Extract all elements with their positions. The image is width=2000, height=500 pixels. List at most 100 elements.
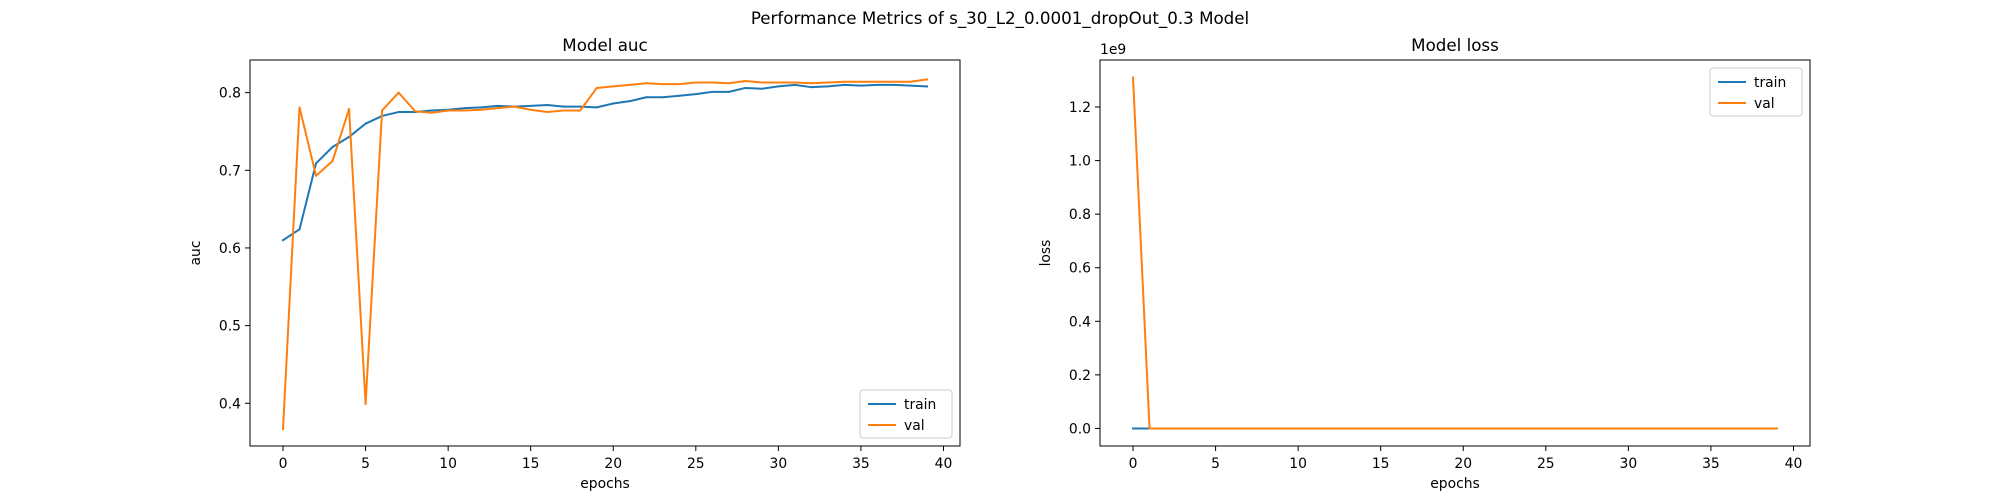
chart-0-series-train-point [892, 83, 895, 86]
chart-1-series-val-point [1363, 427, 1366, 430]
chart-0-series-val-point [331, 159, 334, 162]
chart-0-series-val-point [414, 110, 417, 113]
chart-0-series-val-point [612, 85, 615, 88]
chart-0-series-val-point [562, 109, 565, 112]
chart-loss: Model loss 0 5 10 15 20 25 30 35 40 0.0 0.2 0.4 0.6 0.… [1038, 35, 1811, 492]
chart-1-xtick-label: 5 [1211, 456, 1220, 472]
chart-0-series-train-point [744, 86, 747, 89]
chart-0-series-val-point [727, 82, 730, 85]
chart-1-series-val-point [1561, 427, 1564, 430]
chart-1-series-val-point [1330, 427, 1333, 430]
chart-auc: Model auc 0 5 10 15 20 25 30 35 40 0.4 0.5 0.6 0.7 0.8… [188, 35, 961, 492]
chart-0-series-val-point [364, 403, 367, 406]
chart-0-ytick-label: 0.5 [219, 319, 241, 335]
chart-0-series-val-point [925, 78, 928, 81]
chart-1-xtick-label: 10 [1289, 456, 1307, 472]
chart-0-series-val-point [430, 111, 433, 114]
chart-1-series-val-point [1214, 427, 1217, 430]
chart-0-series-train-point [529, 104, 532, 107]
chart-0-series-train-point [810, 86, 813, 89]
chart-1-ytick-label: 0.4 [1069, 314, 1091, 330]
chart-0-series-train-point [661, 96, 664, 99]
chart-0-series-val-point [447, 109, 450, 112]
chart-1-ytick-label: 0.6 [1069, 261, 1091, 277]
chart-1-series-val-point [1759, 427, 1762, 430]
chart-1-xtick-label: 40 [1785, 456, 1803, 472]
chart-1-series-val-point [1396, 427, 1399, 430]
chart-0-series-val-point [876, 80, 879, 83]
chart-0-series-val-point [546, 111, 549, 114]
chart-1-series-val-point [1231, 427, 1234, 430]
chart-0-series-val-point [859, 80, 862, 83]
chart-1-ytick-label: 0.8 [1069, 207, 1091, 223]
chart-0-ytick-label: 0.7 [219, 163, 241, 179]
chart-0-series-val-point [777, 81, 780, 84]
chart-0-series-train-point [397, 111, 400, 114]
chart-1-series-val-point [1181, 427, 1184, 430]
chart-0-series-train-point [628, 100, 631, 103]
chart-0-series-train-point [909, 84, 912, 87]
chart-0-series-train-point [793, 83, 796, 86]
chart-1-series-val-point [1528, 427, 1531, 430]
chart-0-series-val-point [744, 79, 747, 82]
chart-0-series-val-point [711, 81, 714, 84]
chart-1-series-val-point [1313, 427, 1316, 430]
chart-0-series-train-point [876, 83, 879, 86]
chart-0-xtick-label: 10 [439, 456, 457, 472]
chart-1-series-val-point [1264, 427, 1267, 430]
chart-1-series-val-point [1726, 427, 1729, 430]
chart-0-series-val-point [826, 81, 829, 84]
chart-1-ytick-label: 0.0 [1069, 421, 1091, 437]
chart-1-series-val-point [1198, 427, 1201, 430]
chart-1-series-train-point [1132, 427, 1135, 430]
chart-0-series-val-point [694, 81, 697, 84]
chart-0-series-val-point [579, 109, 582, 112]
chart-1-series-val-point [1693, 427, 1696, 430]
chart-0-ytick-label: 0.8 [219, 86, 241, 102]
chart-0-series-train-point [298, 228, 301, 231]
chart-1-series-val-point [1412, 427, 1415, 430]
chart-0-series-train-point [282, 239, 285, 242]
chart-0-series-train-point [727, 90, 730, 93]
chart-1-series-val-point [1627, 427, 1630, 430]
chart-0-series-train-point [348, 135, 351, 138]
chart-0-series-val-point [480, 108, 483, 111]
chart-0-series-val-point [645, 82, 648, 85]
chart-0-series-train-point [315, 162, 318, 165]
chart-0-series-train-point [612, 102, 615, 105]
chart-0-series-train-point [843, 83, 846, 86]
chart-0-series-val-point [298, 106, 301, 109]
chart-0-series-val-point [513, 105, 516, 108]
chart-0-xtick-label: 35 [852, 456, 870, 472]
chart-0-axes-frame [249, 59, 961, 447]
chart-1-axes-frame [1099, 59, 1811, 447]
chart-0-series-train-point [496, 104, 499, 107]
chart-0-series-val-line [281, 78, 929, 430]
chart-1-series-val-point [1643, 427, 1646, 430]
chart-0-series-val-point [381, 109, 384, 112]
chart-1-series-val-point [1247, 427, 1250, 430]
chart-0-series-train-point [463, 107, 466, 110]
chart-1-series-val-point [1148, 427, 1151, 430]
chart-0-legend-label-val: val [904, 418, 925, 434]
chart-0-series-train-point [694, 93, 697, 96]
chart-0-title: Model auc [562, 35, 647, 55]
chart-0-series-val-point [810, 82, 813, 85]
chart-0-series-val-point [496, 107, 499, 110]
chart-0-series-train-point [925, 85, 928, 88]
chart-1-xlabel: epochs [1430, 476, 1480, 492]
chart-1-series-val-point [1132, 76, 1135, 79]
chart-1-xtick-label: 35 [1702, 456, 1720, 472]
chart-1-series-val-point [1346, 427, 1349, 430]
chart-0-series-val-point [760, 81, 763, 84]
chart-1-xtick-label: 20 [1454, 456, 1472, 472]
chart-0-xtick-label: 30 [770, 456, 788, 472]
chart-0-series-val-point [793, 81, 796, 84]
chart-0-series-val-point [909, 80, 912, 83]
chart-1-series-val-point [1577, 427, 1580, 430]
chart-0-series-val-point [892, 80, 895, 83]
chart-1-series-val-point [1742, 427, 1745, 430]
chart-0-series-val-point [843, 80, 846, 83]
chart-1-series-val-point [1445, 427, 1448, 430]
